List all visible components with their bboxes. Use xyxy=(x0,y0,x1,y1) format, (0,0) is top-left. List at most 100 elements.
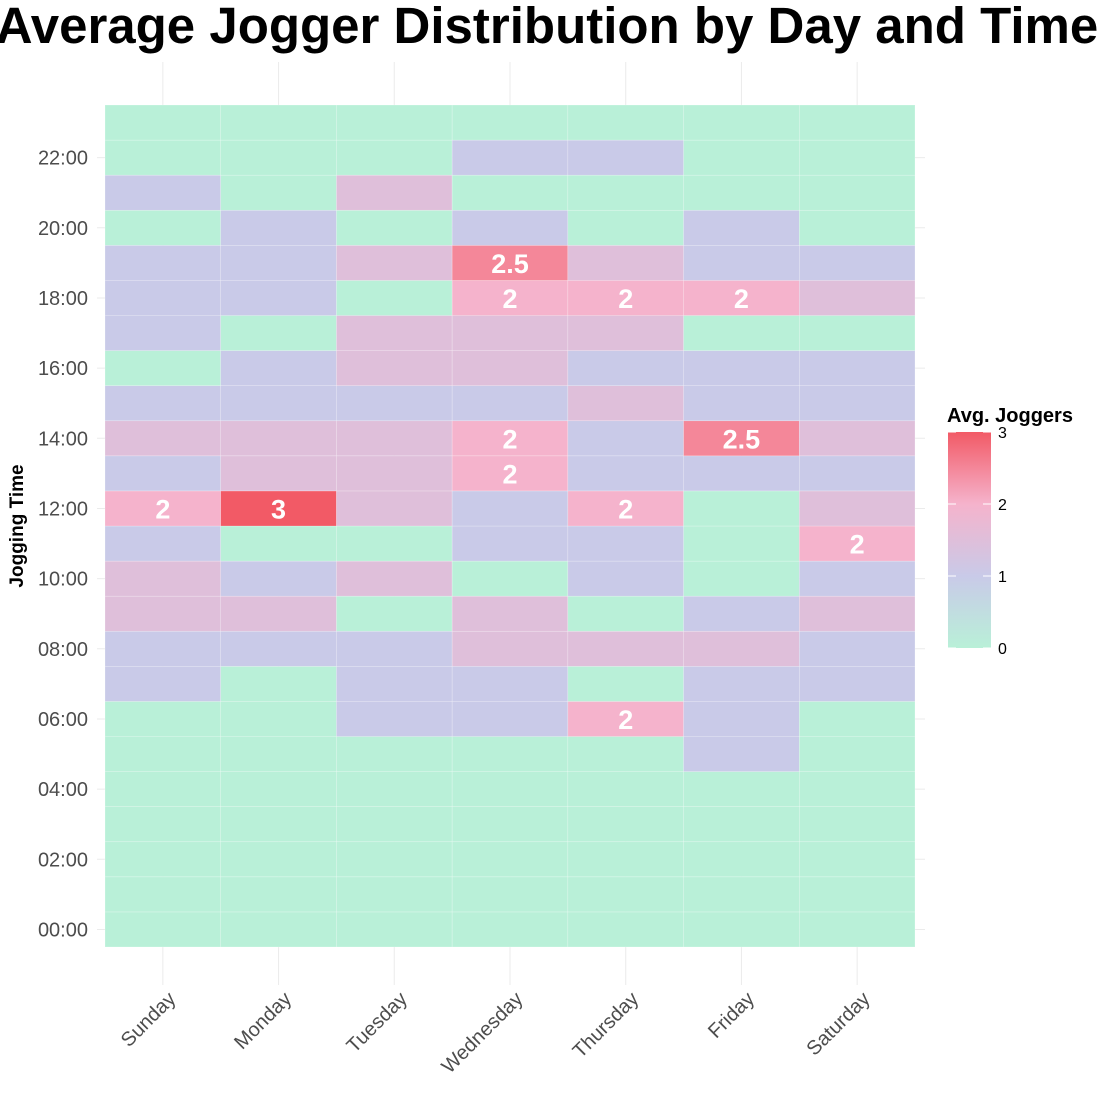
heatmap-cell xyxy=(104,455,222,492)
y-tick-label: 06:00 xyxy=(38,709,88,731)
cell-value-label: 2.5 xyxy=(491,249,529,279)
legend-tick-label: 0 xyxy=(998,641,1007,658)
heatmap-cell xyxy=(683,666,800,702)
heatmap-cell xyxy=(104,104,222,141)
y-tick-label: 00:00 xyxy=(38,919,88,941)
heatmap-cell xyxy=(567,560,684,597)
heatmap-cell xyxy=(104,420,222,457)
cell-labels: 2 3 2.5 2 2 2 2 2 2 2 2.5 2 xyxy=(155,249,864,735)
heatmap-cell xyxy=(451,104,569,141)
chart-title: Average Jogger Distribution by Day and T… xyxy=(0,0,1098,54)
heatmap-cell xyxy=(220,420,337,457)
heatmap-cell xyxy=(451,876,569,913)
heatmap-cell xyxy=(683,630,800,667)
heatmap-cells xyxy=(104,104,916,948)
heatmap-cell xyxy=(220,630,337,667)
heatmap-cell xyxy=(336,525,453,562)
heatmap-cell xyxy=(683,911,800,948)
heatmap-cell xyxy=(798,455,916,492)
heatmap-cell xyxy=(220,525,337,562)
heatmap-cell xyxy=(220,385,337,422)
heatmap-cell xyxy=(451,525,569,562)
heatmap-cell xyxy=(683,876,800,913)
heatmap-cell xyxy=(567,455,684,492)
heatmap-cell xyxy=(336,841,453,878)
heatmap-cell xyxy=(567,911,684,948)
heatmap-cell xyxy=(567,630,684,667)
cell-value-label: 2 xyxy=(502,459,517,489)
heatmap-cell xyxy=(567,736,684,772)
heatmap-cell xyxy=(567,174,684,211)
heatmap-cell xyxy=(220,139,337,176)
heatmap-cell xyxy=(451,455,569,492)
heatmap-cell xyxy=(798,666,916,702)
heatmap-cell xyxy=(451,736,569,772)
heatmap-cell xyxy=(798,350,916,386)
heatmap-cell xyxy=(451,385,569,422)
y-axis-title: Jogging Time xyxy=(7,464,28,587)
heatmap-cell xyxy=(683,174,800,211)
y-tick-label: 02:00 xyxy=(38,849,88,871)
heatmap-cell xyxy=(104,736,222,772)
heatmap-cell xyxy=(336,315,453,351)
cell-value-label: 2 xyxy=(618,494,633,524)
x-tick-label: Wednesday xyxy=(438,988,528,1078)
heatmap-cell xyxy=(683,455,800,492)
heatmap-cell xyxy=(683,280,800,316)
heatmap-cell xyxy=(683,139,800,176)
y-tick-label: 10:00 xyxy=(38,569,88,591)
heatmap-cell xyxy=(336,385,453,422)
heatmap-cell xyxy=(567,350,684,386)
heatmap-cell xyxy=(220,174,337,211)
heatmap-cell xyxy=(683,806,800,843)
heatmap-cell xyxy=(798,911,916,948)
heatmap-cell xyxy=(104,315,222,351)
heatmap-cell xyxy=(683,420,800,457)
heatmap-cell xyxy=(683,209,800,246)
heatmap-cell xyxy=(798,630,916,667)
heatmap-cell xyxy=(104,280,222,316)
heatmap-cell xyxy=(683,525,800,562)
heatmap-cell xyxy=(220,104,337,141)
legend-tick-label: 3 xyxy=(998,425,1007,442)
heatmap-cell xyxy=(336,350,453,386)
y-tick-label: 16:00 xyxy=(38,358,88,380)
heatmap-cell xyxy=(220,911,337,948)
heatmap-cell xyxy=(798,315,916,351)
heatmap-cell xyxy=(798,385,916,422)
legend: Avg. Joggers 0 1 2 3 xyxy=(947,405,1073,658)
y-tick-label: 18:00 xyxy=(38,288,88,310)
heatmap-cell xyxy=(104,911,222,948)
heatmap-cell xyxy=(798,771,916,807)
heatmap-cell xyxy=(798,104,916,141)
heatmap-cell xyxy=(567,666,684,702)
heatmap-cell xyxy=(104,841,222,878)
heatmap-cell xyxy=(451,280,569,316)
heatmap-cell xyxy=(104,771,222,807)
heatmap-cell xyxy=(451,174,569,211)
heatmap-cell xyxy=(683,350,800,386)
heatmap-cell xyxy=(451,666,569,702)
heatmap-cell xyxy=(798,420,916,457)
heatmap-cell xyxy=(567,525,684,562)
heatmap-cell xyxy=(336,771,453,807)
x-tick-label: Friday xyxy=(704,988,759,1043)
heatmap-cell xyxy=(567,701,684,737)
heatmap-cell xyxy=(567,209,684,246)
y-tick-label: 04:00 xyxy=(38,779,88,801)
heatmap-cell xyxy=(683,315,800,351)
heatmap-cell xyxy=(567,771,684,807)
heatmap-cell xyxy=(220,736,337,772)
heatmap-cell xyxy=(798,560,916,597)
cell-value-label: 2 xyxy=(618,284,633,314)
heatmap-cell xyxy=(451,315,569,351)
heatmap-cell xyxy=(798,841,916,878)
heatmap-cell xyxy=(336,490,453,527)
heatmap-cell xyxy=(104,139,222,176)
heatmap-cell xyxy=(451,490,569,527)
heatmap-cell xyxy=(798,736,916,772)
cell-value-label: 2 xyxy=(502,424,517,454)
x-tick-label: Sunday xyxy=(117,988,181,1052)
heatmap-cell xyxy=(336,139,453,176)
heatmap-cell xyxy=(336,209,453,246)
